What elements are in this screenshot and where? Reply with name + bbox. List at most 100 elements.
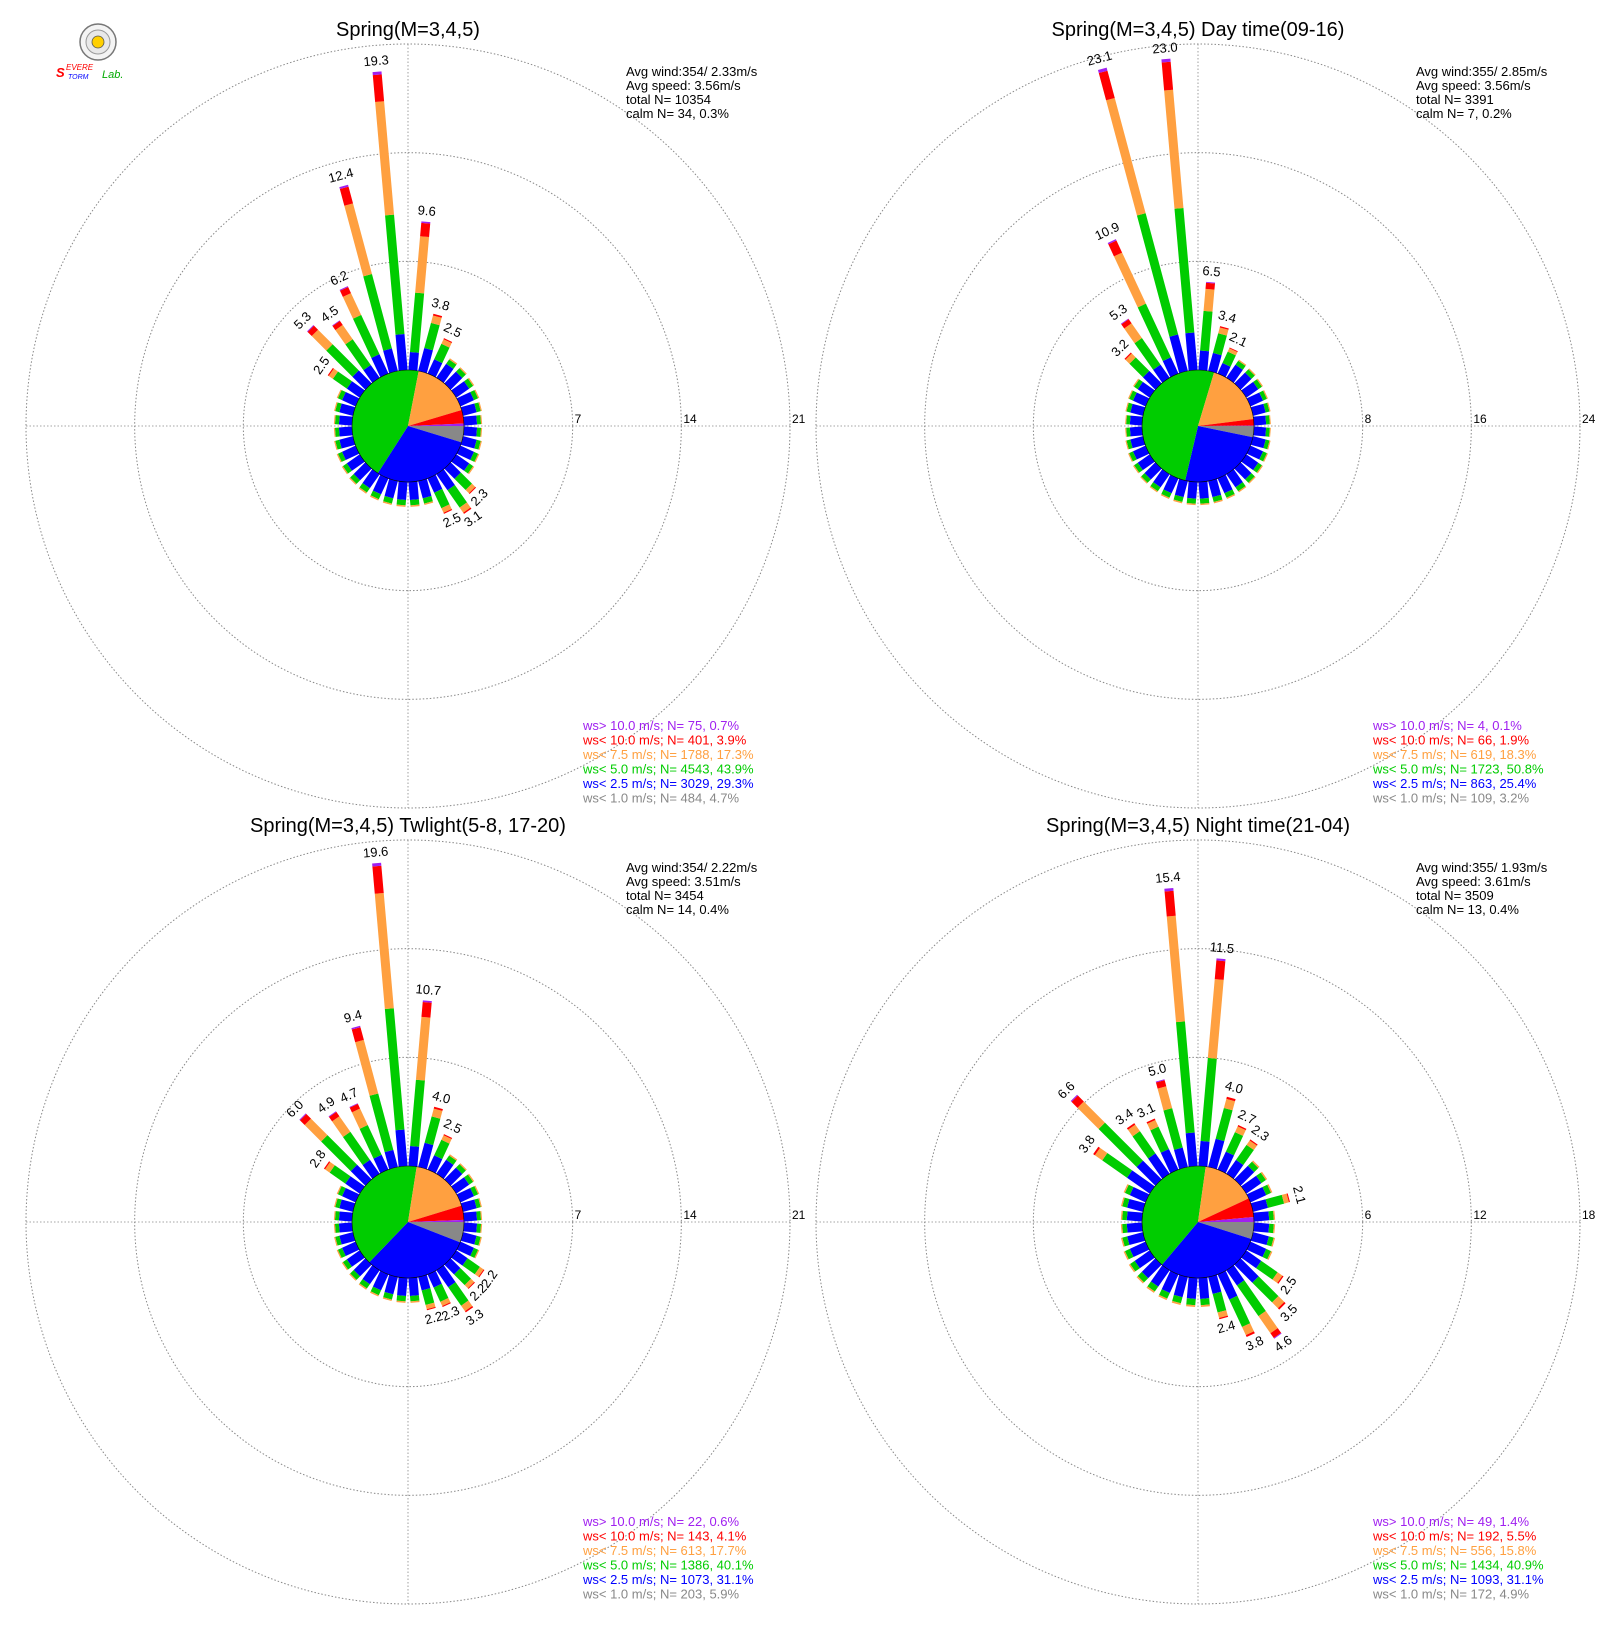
bar-segment — [395, 1129, 408, 1167]
bar-segment — [1124, 352, 1132, 360]
stats-line: Avg speed: 3.56m/s — [1416, 78, 1531, 93]
bar-segment — [1123, 1184, 1129, 1193]
bar-segment — [329, 1165, 351, 1184]
direction-bar-205 — [1158, 1270, 1179, 1301]
bar-segment — [1127, 1232, 1146, 1246]
bar-segment — [1144, 462, 1162, 480]
bar-segment — [1124, 1248, 1134, 1260]
direction-bar-195 — [1173, 478, 1188, 504]
bar-segment — [1253, 415, 1267, 426]
bar-segment — [410, 1079, 425, 1147]
direction-bar-105 — [1250, 436, 1271, 450]
stats-line: Avg speed: 3.61m/s — [1416, 874, 1531, 889]
pie-slice — [408, 423, 464, 426]
bar-segment — [323, 1161, 331, 1170]
direction-bar-115 — [1246, 445, 1268, 462]
bar-segment — [1141, 473, 1151, 483]
pie-outline — [1141, 1165, 1255, 1279]
bar-segment — [1098, 70, 1115, 101]
bar-segment — [459, 1163, 467, 1171]
bar-segment — [1146, 1118, 1156, 1124]
bar-segment — [1161, 1270, 1179, 1294]
bar-segment — [1126, 1211, 1143, 1222]
direction-bar-215 — [1149, 469, 1170, 493]
bar-segment — [474, 1235, 481, 1246]
legend-entry: ws< 10.0 m/s; N= 143, 4.1% — [582, 1529, 747, 1544]
bar-segment — [408, 481, 419, 500]
bar-segment — [433, 1283, 449, 1302]
direction-bar-275 — [1120, 1210, 1143, 1222]
ring-tick-label: 8 — [1365, 412, 1372, 426]
bar-segment — [464, 1174, 474, 1185]
bar-segment — [1253, 462, 1262, 473]
wind-rose-panel-4: 6 12 18 Spring(M=3,4,5) Night time(21-04) Av… — [815, 815, 1596, 1605]
direction-bar-305: 2.8 — [306, 1147, 365, 1194]
direction-bar-65 — [456, 1185, 480, 1203]
bar-segment — [1130, 436, 1146, 449]
bar-segment — [1226, 493, 1236, 499]
bar-segment — [1134, 1250, 1155, 1269]
bar-segment — [447, 485, 467, 508]
ring-tick-label: 14 — [683, 1208, 697, 1222]
pie-slice — [351, 1165, 417, 1263]
bar-segment — [350, 1164, 372, 1186]
bar-segment — [335, 324, 353, 345]
bar-value-label: 5.0 — [1147, 1060, 1168, 1079]
bar-segment — [1236, 1280, 1266, 1317]
legend-entry: ws< 1.0 m/s; N= 109, 3.2% — [1372, 791, 1530, 806]
bar-segment — [1186, 1277, 1198, 1299]
bar-segment — [351, 1027, 364, 1043]
direction-bar-175 — [408, 1277, 420, 1303]
direction-bar-275 — [1125, 415, 1143, 426]
bar-value-label: 19.3 — [363, 52, 390, 69]
bar-segment — [335, 1235, 342, 1246]
legend-entry: ws< 1.0 m/s; N= 172, 4.9% — [1372, 1587, 1530, 1602]
bar-segment — [1277, 1301, 1286, 1310]
direction-bar-295 — [336, 1185, 360, 1203]
bar-value-label: 2.4 — [1215, 1317, 1236, 1336]
bar-value-label: 2.5 — [441, 319, 464, 340]
direction-bar-325: 3.4 — [1113, 1105, 1170, 1179]
bar-segment — [1129, 1241, 1150, 1258]
direction-bar-35 — [436, 358, 458, 383]
stats-line: calm N= 7, 0.2% — [1416, 106, 1512, 121]
bar-segment — [1215, 1107, 1233, 1142]
bar-segment — [456, 445, 475, 460]
bar-value-label: 3.8 — [430, 295, 451, 314]
direction-bar-55 — [451, 1173, 475, 1194]
bar-segment — [446, 1155, 457, 1165]
bar-segment — [427, 1155, 443, 1174]
direction-bar-225 — [1140, 462, 1162, 484]
bar-segment — [444, 1258, 461, 1275]
bar-segment — [1225, 1132, 1244, 1156]
direction-bar-235 — [1128, 1250, 1155, 1273]
direction-bar-335: 3.1 — [1135, 1100, 1179, 1174]
ring-tick-label: 16 — [1473, 412, 1487, 426]
direction-bar-15: 3.8 — [418, 295, 451, 374]
bar-segment — [1198, 350, 1210, 371]
bar-segment — [1234, 372, 1252, 390]
bar-segment — [463, 507, 472, 514]
bar-segment — [370, 495, 379, 501]
bar-segment — [1157, 1086, 1173, 1111]
ring-tick-label: 6 — [1365, 1208, 1372, 1222]
bar-segment — [337, 1186, 346, 1197]
bar-segment — [359, 483, 370, 493]
direction-bar-355: 23.0 — [1152, 39, 1198, 371]
legend-entry: ws< 7.5 m/s; N= 613, 17.7% — [582, 1543, 747, 1558]
bar-segment — [424, 322, 440, 351]
bar-segment — [358, 1283, 367, 1290]
bar-segment — [1212, 1291, 1227, 1313]
direction-bar-55 — [1241, 378, 1263, 398]
bar-segment — [362, 1265, 380, 1285]
bar-segment — [338, 1222, 353, 1233]
pie-outline — [1141, 369, 1255, 483]
direction-bar-105 — [1250, 1232, 1276, 1247]
bar-segment — [461, 1300, 473, 1312]
bar-segment — [1153, 364, 1170, 383]
bar-segment — [374, 893, 394, 1009]
bar-segment — [346, 1250, 365, 1267]
legend-entry: ws< 2.5 m/s; N= 3029, 29.3% — [582, 776, 754, 791]
bar-segment — [346, 381, 365, 398]
bar-segment — [455, 1164, 466, 1175]
